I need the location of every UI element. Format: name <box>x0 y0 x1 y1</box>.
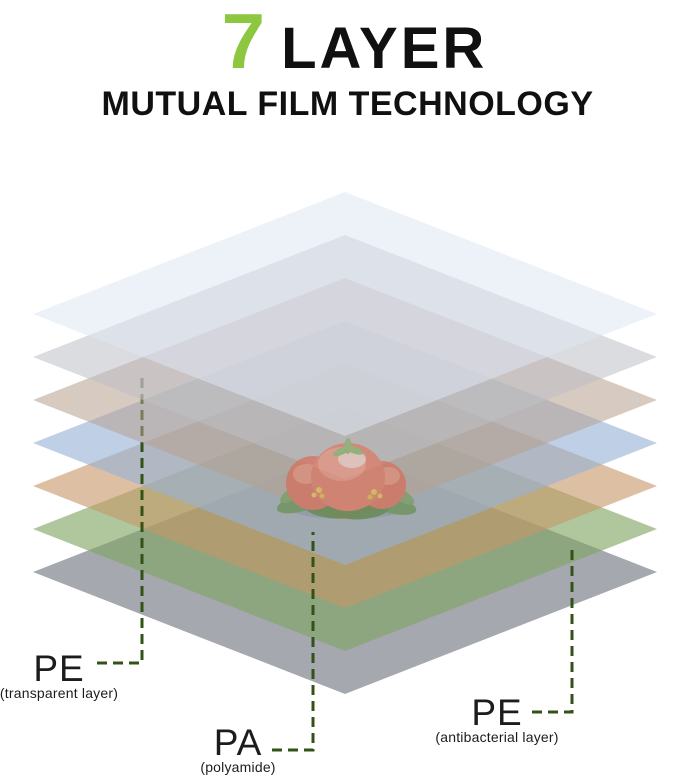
label-pa-polyamide-desc: (polyamide) <box>200 759 276 775</box>
page-title: 7 LAYER <box>30 2 679 80</box>
callout-line-pa-polyamide <box>272 532 315 752</box>
film-stack-upper <box>33 192 657 522</box>
title-number: 7 <box>221 0 266 85</box>
label-pe-transparent: PE (transparent layer) <box>0 648 122 701</box>
label-pe-antibacterial: PE (antibacterial layer) <box>434 692 560 745</box>
title-word: LAYER <box>281 16 488 81</box>
page-subtitle: MUTUAL FILM TECHNOLOGY <box>101 85 594 123</box>
label-pe-antibacterial-abbr: PE <box>471 692 523 733</box>
label-pe-transparent-desc: (transparent layer) <box>0 685 119 701</box>
label-pe-antibacterial-desc: (antibacterial layer) <box>435 729 559 745</box>
callout-lines <box>97 375 574 752</box>
tomatoes-image <box>276 438 417 520</box>
label-pa-polyamide-abbr: PA <box>213 722 263 763</box>
label-pa-polyamide: PA (polyamide) <box>175 722 301 775</box>
callout-line-pe-antibacterial <box>532 548 574 714</box>
pe-transparent-film <box>33 192 657 436</box>
label-pe-transparent-abbr: PE <box>33 648 85 689</box>
